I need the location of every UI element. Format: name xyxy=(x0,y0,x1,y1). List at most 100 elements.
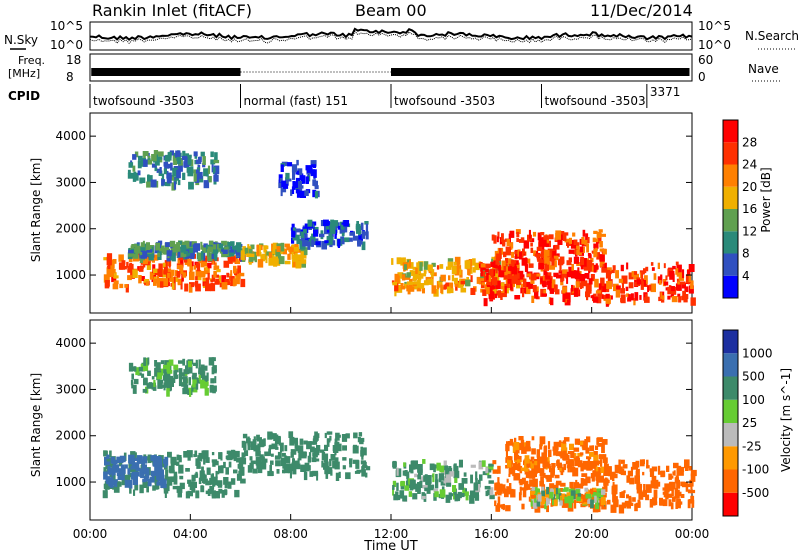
data-cell xyxy=(176,485,183,493)
data-cell xyxy=(524,287,531,295)
velocity-ylabel: Slant Range [km] xyxy=(29,373,43,477)
data-cell xyxy=(146,249,153,253)
data-cell xyxy=(553,255,559,261)
data-cell xyxy=(497,275,500,280)
data-cell xyxy=(127,169,131,174)
data-cell xyxy=(396,467,399,476)
data-cell xyxy=(574,438,580,445)
data-cell xyxy=(142,480,148,488)
data-cell xyxy=(107,465,111,475)
data-cell xyxy=(239,272,245,277)
data-cell xyxy=(157,268,163,277)
data-cell xyxy=(309,471,314,477)
data-cell xyxy=(530,494,536,499)
data-cell xyxy=(340,225,346,230)
data-cell xyxy=(537,494,542,502)
data-cell xyxy=(644,275,648,284)
data-cell xyxy=(506,478,509,483)
data-cell xyxy=(528,229,531,239)
data-cell xyxy=(532,471,535,479)
data-cell xyxy=(566,260,572,266)
data-cell xyxy=(513,442,520,451)
data-cell xyxy=(423,269,427,274)
data-cell xyxy=(660,292,663,299)
data-cell xyxy=(426,479,431,486)
data-cell xyxy=(549,279,556,289)
data-cell xyxy=(545,271,548,278)
data-cell xyxy=(531,448,536,455)
data-cell xyxy=(566,465,572,469)
data-cell xyxy=(189,483,196,490)
data-cell xyxy=(159,167,162,174)
data-cell xyxy=(673,462,679,469)
data-cell xyxy=(497,477,500,485)
data-cell xyxy=(458,483,464,490)
data-cell xyxy=(193,454,197,458)
data-cell xyxy=(236,275,241,280)
data-cell xyxy=(207,262,212,269)
data-cell xyxy=(465,488,467,494)
data-cell xyxy=(612,475,615,482)
data-cell xyxy=(681,295,687,301)
data-cell xyxy=(133,489,136,496)
data-cell xyxy=(150,179,157,188)
data-cell xyxy=(153,150,159,157)
data-cell xyxy=(151,274,156,283)
data-cell xyxy=(315,241,321,246)
data-cell xyxy=(409,487,414,491)
data-cell xyxy=(675,283,681,291)
data-cell xyxy=(532,478,538,488)
data-cell xyxy=(400,283,404,287)
data-cell xyxy=(188,284,193,293)
data-cell xyxy=(566,492,571,499)
data-cell xyxy=(678,491,682,497)
data-cell xyxy=(249,462,254,470)
data-cell xyxy=(494,500,497,507)
data-cell xyxy=(301,261,306,268)
data-cell xyxy=(547,284,550,290)
data-cell xyxy=(414,473,419,478)
data-cell xyxy=(179,475,184,480)
data-cell xyxy=(577,441,584,446)
data-cell xyxy=(169,150,174,156)
data-cell xyxy=(190,253,195,260)
data-cell xyxy=(214,172,218,181)
data-cell xyxy=(408,491,413,497)
data-cell xyxy=(227,456,231,461)
data-cell xyxy=(496,236,499,243)
data-cell xyxy=(200,367,204,374)
data-cell xyxy=(485,490,489,497)
data-cell xyxy=(217,248,221,252)
freq-bar-0 xyxy=(91,68,241,76)
data-cell xyxy=(291,230,296,238)
data-cell xyxy=(324,444,329,451)
data-cell xyxy=(290,449,297,455)
data-cell xyxy=(257,468,263,474)
data-cell xyxy=(530,497,533,506)
data-cell xyxy=(528,283,534,289)
data-cell xyxy=(135,245,141,254)
data-cell xyxy=(170,162,173,171)
data-cell xyxy=(212,249,219,254)
data-cell xyxy=(353,432,358,439)
data-cell xyxy=(562,499,569,508)
data-cell xyxy=(223,461,226,469)
data-cell xyxy=(480,271,486,277)
data-cell xyxy=(687,489,693,494)
data-cell xyxy=(568,249,574,254)
data-cell xyxy=(440,274,446,282)
data-cell xyxy=(569,443,574,451)
data-cell xyxy=(307,241,311,250)
data-cell xyxy=(147,175,153,182)
data-cell xyxy=(257,259,264,268)
data-cell xyxy=(297,168,303,176)
data-cell xyxy=(667,295,671,300)
data-cell xyxy=(662,487,669,491)
data-cell xyxy=(215,278,220,285)
data-cell xyxy=(625,286,629,291)
data-cell xyxy=(212,365,217,372)
cpid-label: CPID xyxy=(8,89,40,103)
data-cell xyxy=(677,293,681,297)
data-cell xyxy=(130,454,135,459)
